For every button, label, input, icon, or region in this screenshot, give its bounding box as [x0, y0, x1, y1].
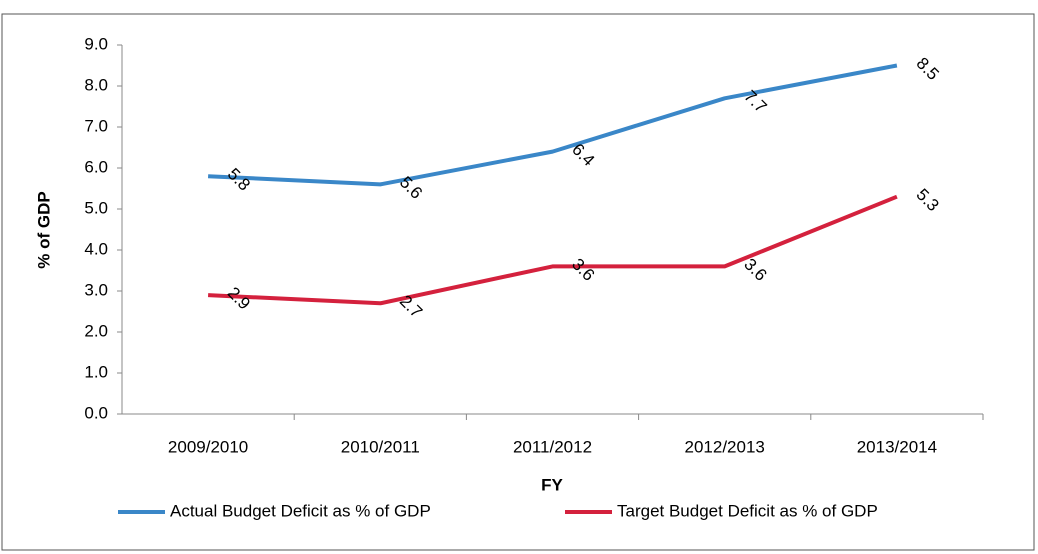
y-tick-label: 3.0 [84, 280, 108, 299]
x-tick-label: 2010/2011 [341, 437, 420, 456]
y-tick-label: 1.0 [84, 362, 108, 381]
y-tick-label: 7.0 [84, 116, 108, 135]
y-tick-label: 2.0 [84, 321, 108, 340]
x-tick-label: 2013/2014 [857, 437, 937, 456]
x-tick-label: 2009/2010 [168, 437, 248, 456]
legend-label: Actual Budget Deficit as % of GDP [170, 501, 431, 520]
y-tick-label: 0.0 [84, 403, 108, 422]
series-line [208, 63, 898, 187]
y-tick-label: 5.0 [84, 198, 108, 217]
x-tick-label: 2012/2013 [685, 437, 765, 456]
chart-border [1, 13, 1035, 551]
data-label: 3.6 [568, 255, 598, 285]
data-label: 2.9 [224, 283, 254, 313]
data-label: 5.8 [224, 164, 254, 194]
legend-label: Target Budget Deficit as % of GDP [617, 501, 878, 520]
y-tick-label: 4.0 [84, 239, 108, 258]
y-axis-label: % of GDP [34, 191, 53, 268]
data-label: 5.3 [913, 185, 943, 215]
y-tick-label: 6.0 [84, 157, 108, 176]
y-tick-label: 8.0 [84, 75, 108, 94]
x-tick-label: 2011/2012 [513, 437, 592, 456]
series-line [208, 194, 898, 306]
data-label: 8.5 [913, 54, 943, 84]
x-axis-label: FY [541, 475, 563, 494]
y-tick-label: 9.0 [84, 34, 108, 53]
